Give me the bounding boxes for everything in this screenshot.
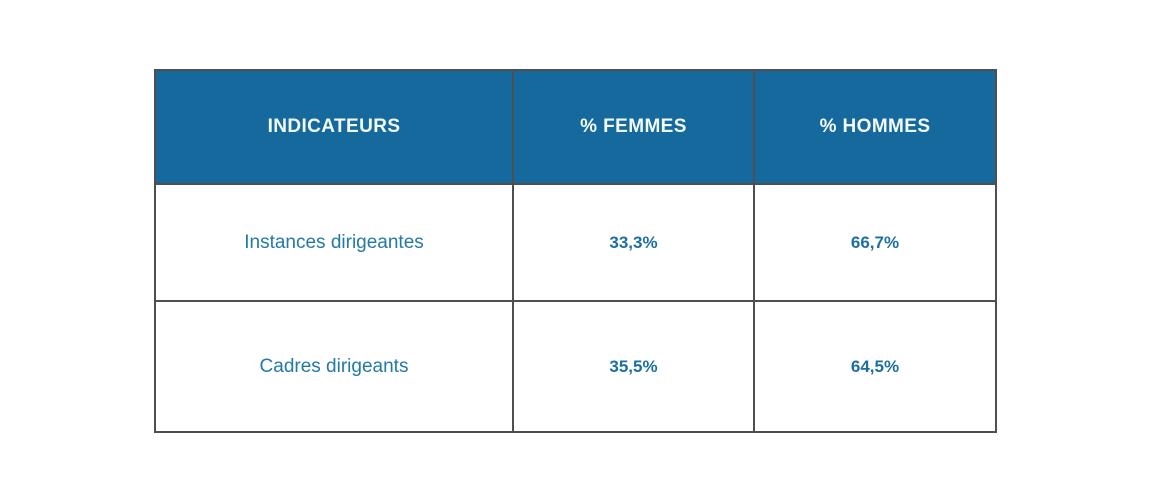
value-femmes-cadres: 35,5% xyxy=(512,300,755,433)
value-hommes-cadres: 64,5% xyxy=(753,300,997,433)
value-hommes-instances: 66,7% xyxy=(753,183,997,302)
parity-table: INDICATEURS % FEMMES % HOMMES Instances … xyxy=(154,69,997,433)
column-header-indicateurs: INDICATEURS xyxy=(154,69,514,185)
value-femmes-instances: 33,3% xyxy=(512,183,755,302)
table-row: Cadres dirigeants 35,5% 64,5% xyxy=(154,300,997,433)
column-header-femmes: % FEMMES xyxy=(512,69,755,185)
table-row: Instances dirigeantes 33,3% 66,7% xyxy=(154,183,997,302)
indicator-label-instances-dirigeantes: Instances dirigeantes xyxy=(154,183,514,302)
indicator-label-cadres-dirigeants: Cadres dirigeants xyxy=(154,300,514,433)
column-header-hommes: % HOMMES xyxy=(753,69,997,185)
table-header-row: INDICATEURS % FEMMES % HOMMES xyxy=(154,69,997,185)
